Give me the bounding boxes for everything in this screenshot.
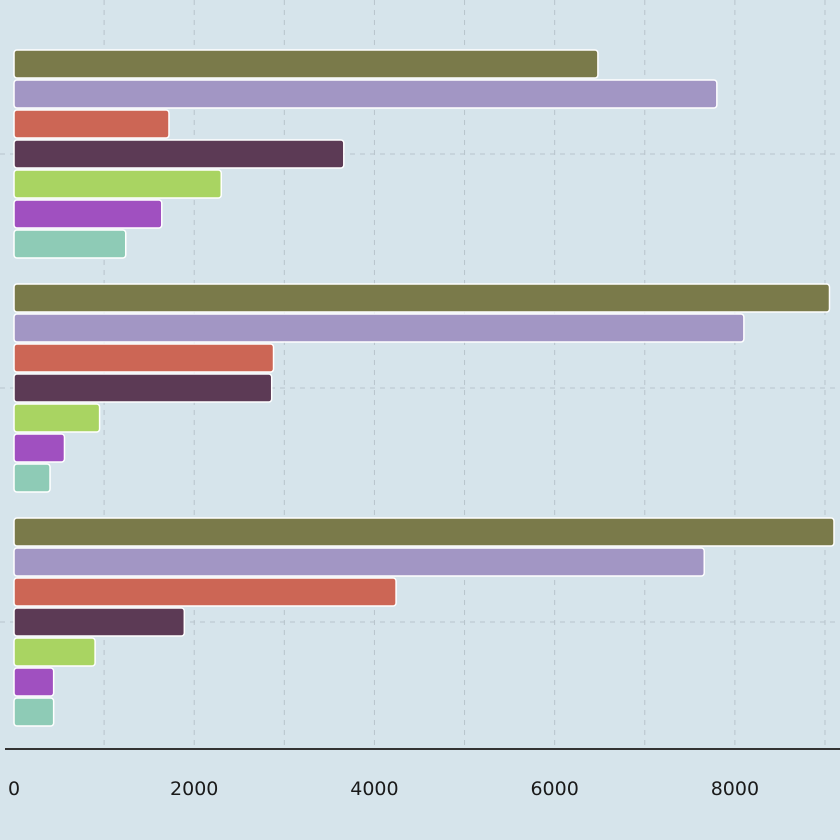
x-tick-label: 2000 bbox=[170, 778, 218, 800]
bar bbox=[13, 373, 273, 403]
bar bbox=[13, 463, 51, 493]
bar bbox=[13, 229, 127, 259]
bar bbox=[13, 199, 163, 229]
bar bbox=[13, 139, 345, 169]
bar bbox=[13, 637, 96, 667]
x-tick-label: 4000 bbox=[350, 778, 398, 800]
bar bbox=[13, 169, 223, 199]
bar bbox=[13, 697, 55, 727]
bars-layer bbox=[13, 49, 835, 727]
bar bbox=[13, 667, 55, 697]
bar bbox=[13, 547, 705, 577]
bar bbox=[13, 283, 831, 313]
bar bbox=[13, 403, 101, 433]
bar bbox=[13, 517, 835, 547]
x-tick-labels: 0 2000 4000 6000 8000 bbox=[8, 778, 759, 800]
x-tick-label: 6000 bbox=[530, 778, 578, 800]
x-tick-label: 0 bbox=[8, 778, 20, 800]
bar bbox=[13, 577, 397, 607]
x-tick-label: 8000 bbox=[711, 778, 759, 800]
bar bbox=[13, 49, 599, 79]
bar bbox=[13, 607, 186, 637]
bar bbox=[13, 343, 275, 373]
bar bbox=[13, 313, 745, 343]
bar bbox=[13, 433, 66, 463]
bar bbox=[13, 109, 170, 139]
bar bbox=[13, 79, 718, 109]
